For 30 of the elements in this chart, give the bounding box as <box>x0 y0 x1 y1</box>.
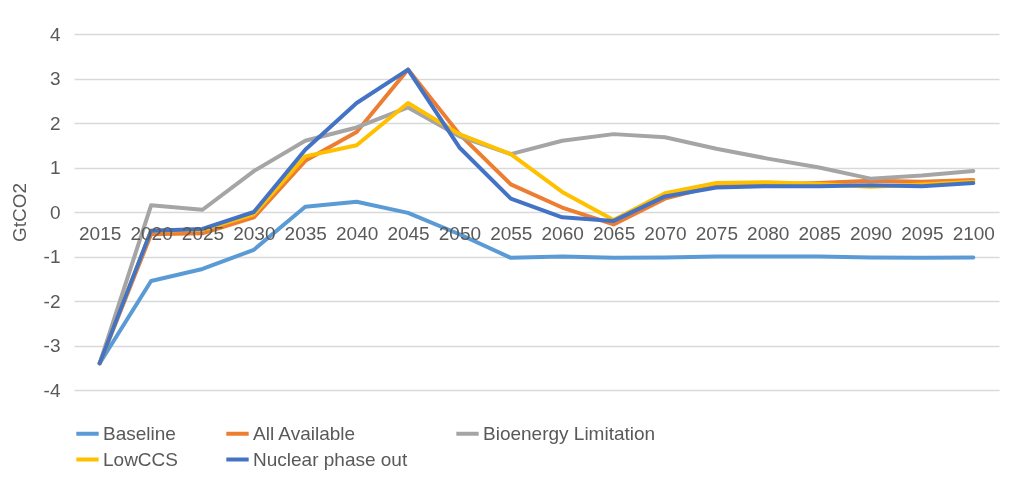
x-tick-label: 2065 <box>592 222 636 244</box>
x-tick-label: 2040 <box>336 222 379 244</box>
x-tick-label: 2085 <box>798 222 841 244</box>
x-tick-label: 2070 <box>644 222 687 244</box>
x-tick-label: 2100 <box>952 222 995 244</box>
y-tick-label: -1 <box>43 246 61 267</box>
y-tick-label: -3 <box>43 335 61 356</box>
y-tick-label: -2 <box>43 290 61 312</box>
legend-label: Nuclear phase out <box>253 448 408 470</box>
x-tick-label: 2035 <box>284 222 327 244</box>
y-tick-label: 0 <box>49 201 61 223</box>
x-tick-label: 2045 <box>387 222 430 244</box>
legend-label: Bioenergy Limitation <box>483 422 656 444</box>
y-tick-label: 3 <box>49 68 61 89</box>
x-tick-label: 2060 <box>541 222 584 244</box>
legend-label: All Available <box>253 422 356 444</box>
y-tick-label: -4 <box>43 379 61 401</box>
x-tick-label: 2020 <box>130 222 173 244</box>
y-tick-label: 4 <box>49 23 61 45</box>
x-tick-label: 2015 <box>79 222 122 244</box>
x-tick-label: 2075 <box>695 222 738 244</box>
x-tick-label: 2090 <box>849 222 893 244</box>
x-tick-label: 2095 <box>901 222 944 244</box>
y-tick-label: 2 <box>49 112 61 134</box>
legend-label: LowCCS <box>103 448 178 470</box>
x-tick-label: 2055 <box>490 222 533 244</box>
y-tick-label: 1 <box>49 157 61 178</box>
legend-label: Baseline <box>103 422 176 444</box>
y-axis-title: GtCO2 <box>8 182 30 243</box>
x-tick-label: 2080 <box>747 222 790 244</box>
